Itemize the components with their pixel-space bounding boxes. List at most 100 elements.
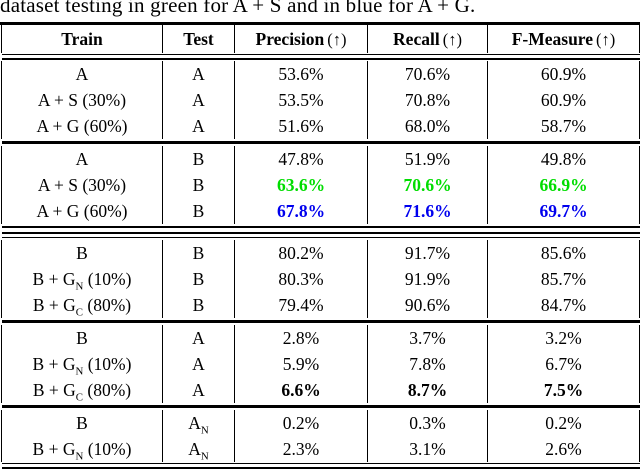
- cell-recall: 91.7%: [367, 240, 488, 266]
- cell-recall: 71.6%: [367, 198, 488, 224]
- table-row: B + GC (80%) A 6.6% 8.7% 7.5%: [1, 377, 640, 403]
- cell-train: A + G (60%): [1, 198, 163, 224]
- cell-train: B: [1, 410, 163, 436]
- caption-text: dataset testing in green for A + S and i…: [0, 0, 476, 17]
- cell-precision: 67.8%: [234, 198, 368, 224]
- cell-train: B: [1, 325, 163, 351]
- table-row: B + GN (10%) A 5.9% 7.8% 6.7%: [1, 351, 640, 377]
- cell-fmeasure: 84.7%: [487, 292, 640, 318]
- cell-test: AN: [162, 410, 235, 436]
- cell-precision: 80.3%: [234, 266, 368, 292]
- cell-recall: 7.8%: [367, 351, 488, 377]
- cell-fmeasure: 2.6%: [487, 436, 640, 462]
- table-row: A + G (60%) A 51.6% 68.0% 58.7%: [1, 113, 640, 139]
- cell-fmeasure: 3.2%: [487, 325, 640, 351]
- rule-double: [1, 53, 640, 61]
- cell-train: B + GN (10%): [1, 266, 163, 292]
- cell-precision: 80.2%: [234, 240, 368, 266]
- cell-fmeasure: 85.6%: [487, 240, 640, 266]
- cell-recall: 0.3%: [367, 410, 488, 436]
- header-label-recall: Recall: [393, 28, 440, 49]
- rule-single: [1, 318, 640, 325]
- cell-fmeasure: 60.9%: [487, 87, 640, 113]
- cell-precision: 53.5%: [234, 87, 368, 113]
- table-row: A A 53.6% 70.6% 60.9%: [1, 61, 640, 87]
- cell-test: A: [162, 87, 235, 113]
- cell-test: A: [162, 61, 235, 87]
- cell-precision: 63.6%: [234, 172, 368, 198]
- cell-recall: 70.8%: [367, 87, 488, 113]
- cell-train: B + GC (80%): [1, 377, 163, 403]
- header-cell-recall: Recall (↑): [367, 25, 488, 53]
- header-label-train: Train: [61, 28, 103, 49]
- cell-precision: 51.6%: [234, 113, 368, 139]
- cell-precision: 6.6%: [234, 377, 368, 403]
- cell-train: B + GC (80%): [1, 292, 163, 318]
- cell-fmeasure: 0.2%: [487, 410, 640, 436]
- table-row: A + G (60%) B 67.8% 71.6% 69.7%: [1, 198, 640, 224]
- table-row: B + GN (10%) AN 2.3% 3.1% 2.6%: [1, 436, 640, 462]
- cell-train: B + GN (10%): [1, 351, 163, 377]
- cell-train: A + S (30%): [1, 172, 163, 198]
- cell-test: B: [162, 266, 235, 292]
- cell-recall: 90.6%: [367, 292, 488, 318]
- header-label-test: Test: [183, 28, 214, 49]
- cell-test: AN: [162, 436, 235, 462]
- cell-precision: 2.8%: [234, 325, 368, 351]
- cell-precision: 0.2%: [234, 410, 368, 436]
- cell-train: B + GN (10%): [1, 436, 163, 462]
- cell-recall: 70.6%: [367, 61, 488, 87]
- table-row: B B 80.2% 91.7% 85.6%: [1, 240, 640, 266]
- table-row: A + S (30%) B 63.6% 70.6% 66.9%: [1, 172, 640, 198]
- cell-recall: 51.9%: [367, 146, 488, 172]
- cell-recall: 91.9%: [367, 266, 488, 292]
- cell-train: A + G (60%): [1, 113, 163, 139]
- cell-fmeasure: 6.7%: [487, 351, 640, 377]
- header-cell-train: Train: [1, 25, 163, 53]
- cell-fmeasure: 60.9%: [487, 61, 640, 87]
- rule-single: [1, 139, 640, 146]
- table-row: B + GN (10%) B 80.3% 91.9% 85.7%: [1, 266, 640, 292]
- cell-fmeasure: 85.7%: [487, 266, 640, 292]
- cell-recall: 3.7%: [367, 325, 488, 351]
- header-cell-test: Test: [162, 25, 235, 53]
- cell-precision: 79.4%: [234, 292, 368, 318]
- cell-test: A: [162, 377, 235, 403]
- cell-recall: 8.7%: [367, 377, 488, 403]
- cell-train: A: [1, 146, 163, 172]
- cell-precision: 2.3%: [234, 436, 368, 462]
- table-row: A B 47.8% 51.9% 49.8%: [1, 146, 640, 172]
- cell-recall: 3.1%: [367, 436, 488, 462]
- cell-test: B: [162, 292, 235, 318]
- cell-train: A + S (30%): [1, 87, 163, 113]
- header-cell-precision: Precision (↑): [234, 25, 368, 53]
- header-suffix-recall: (↑): [442, 29, 462, 49]
- cell-fmeasure: 7.5%: [487, 377, 640, 403]
- results-table: Train Test Precision (↑) Recall (↑) F-Meas…: [1, 25, 640, 470]
- header-suffix-fmeasure: (↑): [596, 29, 616, 49]
- table-row: B A 2.8% 3.7% 3.2%: [1, 325, 640, 351]
- cell-test: B: [162, 240, 235, 266]
- header-label-fmeasure: F-Measure: [511, 28, 594, 49]
- rule-bottom: [1, 462, 640, 470]
- cell-recall: 70.6%: [367, 172, 488, 198]
- cell-test: A: [162, 351, 235, 377]
- table-top-rule: [0, 22, 640, 25]
- table-row: B + GC (80%) B 79.4% 90.6% 84.7%: [1, 292, 640, 318]
- cell-test: B: [162, 146, 235, 172]
- header-suffix-precision: (↑): [327, 29, 347, 49]
- table-row: B AN 0.2% 0.3% 0.2%: [1, 410, 640, 436]
- cell-precision: 53.6%: [234, 61, 368, 87]
- cell-fmeasure: 69.7%: [487, 198, 640, 224]
- caption: dataset testing in green for A + S and i…: [0, 0, 640, 18]
- rule-heavy-double: [1, 224, 640, 240]
- cell-precision: 5.9%: [234, 351, 368, 377]
- cell-test: B: [162, 172, 235, 198]
- header-label-precision: Precision: [255, 28, 325, 49]
- cell-test: A: [162, 113, 235, 139]
- cell-recall: 68.0%: [367, 113, 488, 139]
- cell-test: A: [162, 325, 235, 351]
- cell-fmeasure: 58.7%: [487, 113, 640, 139]
- cell-precision: 47.8%: [234, 146, 368, 172]
- table-header-row: Train Test Precision (↑) Recall (↑) F-Meas…: [1, 25, 640, 53]
